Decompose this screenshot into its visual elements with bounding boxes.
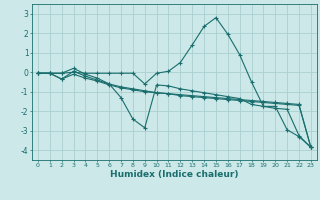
X-axis label: Humidex (Indice chaleur): Humidex (Indice chaleur) [110,170,239,179]
